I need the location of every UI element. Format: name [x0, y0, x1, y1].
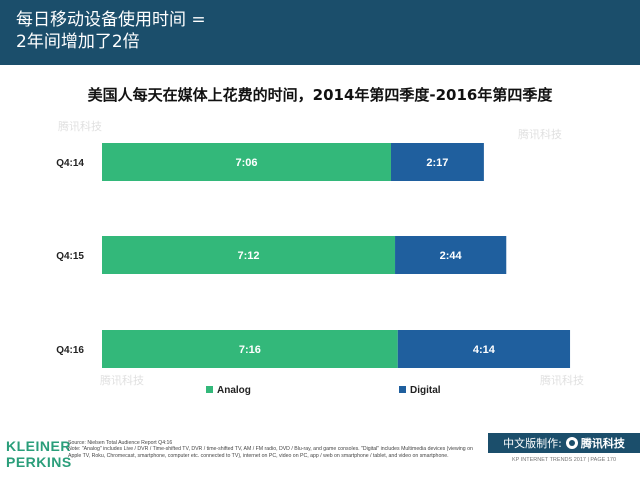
data-label: 2:44	[440, 250, 463, 262]
cn-brand: 腾讯科技	[580, 437, 625, 450]
tencent-logo-icon	[565, 437, 578, 449]
watermark: 腾讯科技	[58, 120, 102, 133]
page-title: 每日移动设备使用时间 = 2年间增加了2倍	[16, 10, 206, 52]
tencent-banner: 中文版制作: 腾讯科技	[488, 433, 640, 453]
data-label: 7:12	[238, 250, 260, 262]
header-banner: 每日移动设备使用时间 = 2年间增加了2倍	[0, 0, 640, 65]
footer-notes: Source: Nielsen Total Audience Report Q4…	[68, 440, 478, 459]
data-label: 2:17	[426, 157, 448, 169]
note-text: Note: "Analog" includes Live / DVR / Tim…	[68, 446, 473, 459]
bar-digital-1	[390, 143, 484, 181]
category-label: Q4:15	[56, 251, 84, 262]
data-label: 4:14	[473, 344, 496, 356]
page-info: KP INTERNET TRENDS 2017 | PAGE 170	[511, 457, 617, 463]
watermark: 腾讯科技	[540, 374, 584, 387]
bar-digital-3	[397, 330, 571, 368]
category-label: Q4:14	[56, 158, 84, 169]
chart-title: 美国人每天在媒体上花费的时间，2014年第四季度-2016年第四季度	[87, 86, 553, 104]
cn-label: 中文版制作:	[503, 437, 562, 450]
kleiner-perkins-logo: KLEINER PERKINS	[6, 438, 72, 470]
bar-digital-2	[395, 236, 507, 274]
data-label: 7:06	[235, 157, 257, 169]
logo-line-1: KLEINER	[6, 438, 71, 454]
bar-analog-3	[102, 330, 398, 368]
legend-label-digital: Digital	[410, 385, 441, 396]
watermark: 腾讯科技	[518, 128, 562, 141]
watermark: 腾讯科技	[100, 374, 144, 387]
source-text: Source: Nielsen Total Audience Report Q4…	[68, 440, 173, 446]
legend-swatch-digital	[399, 386, 406, 393]
legend-label-analog: Analog	[217, 385, 251, 396]
logo-line-2: PERKINS	[6, 454, 72, 470]
bar-analog-2	[102, 236, 396, 274]
legend-swatch-analog	[206, 386, 213, 393]
data-label: 7:16	[239, 344, 261, 356]
bar-analog-1	[102, 143, 391, 181]
category-label: Q4:16	[56, 345, 84, 356]
